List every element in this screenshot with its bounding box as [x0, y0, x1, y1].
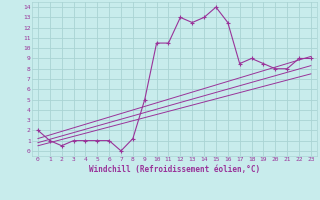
X-axis label: Windchill (Refroidissement éolien,°C): Windchill (Refroidissement éolien,°C): [89, 165, 260, 174]
